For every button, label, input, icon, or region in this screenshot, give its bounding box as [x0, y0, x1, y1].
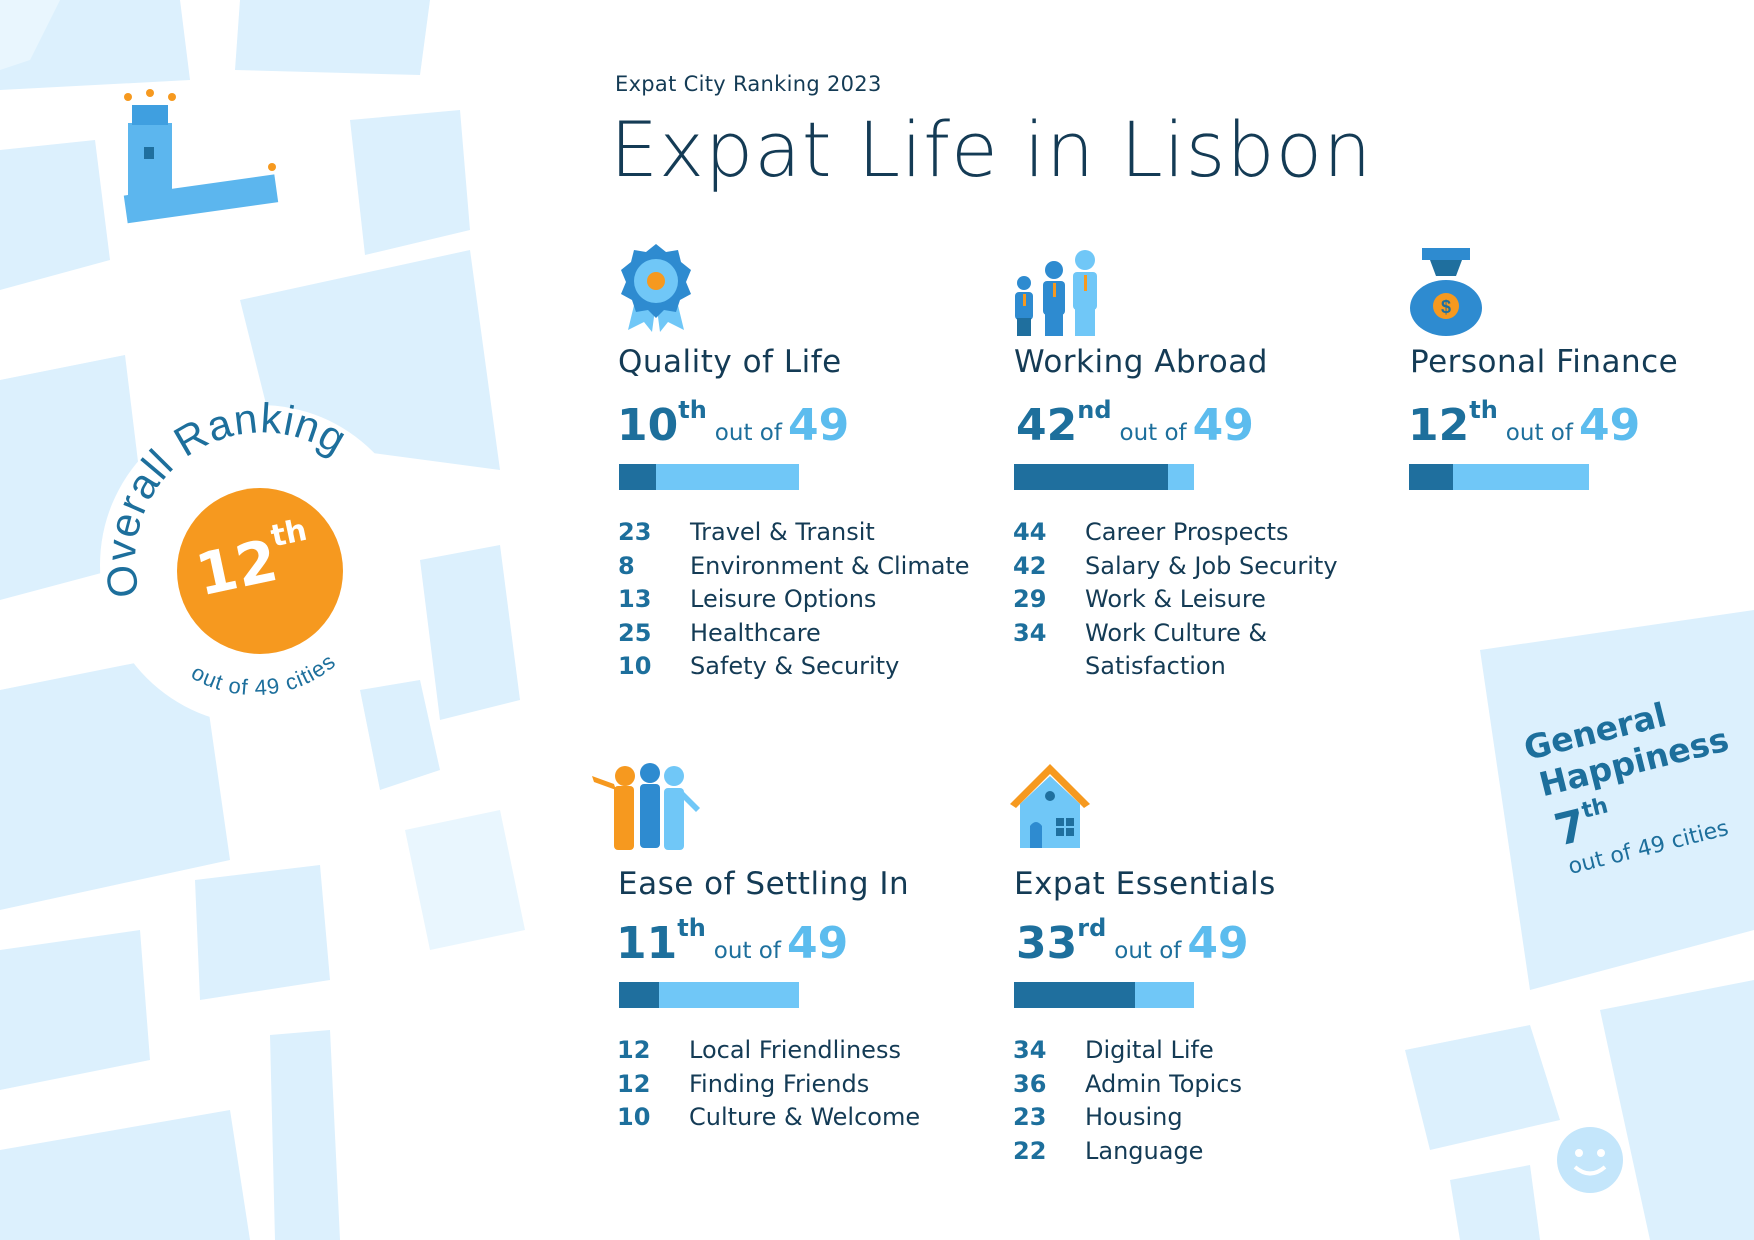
sub-ranking-value: 29 [1013, 585, 1047, 613]
sub-ranking-row: 13 Leisure Options [618, 583, 970, 617]
rosette-badge-icon [621, 244, 691, 332]
sub-ranking-value: 8 [618, 551, 635, 580]
sub-ranking-value: 12 [617, 1069, 651, 1098]
sub-ranking-label: Admin Topics [1085, 1069, 1242, 1098]
sub-ranking-row: 44 Career Prospects [1013, 516, 1338, 550]
sub-ranking-value: 25 [618, 618, 652, 647]
sub-ranking-value: 10 [618, 652, 652, 680]
bird-logo-icon [155, 1021, 235, 1065]
sub-ranking-value: 23 [618, 518, 652, 546]
sub-ranking-value: 12 [617, 1036, 651, 1064]
house-icon [1010, 764, 1090, 848]
rank-bar-quality-of-life [619, 464, 799, 490]
sub-ranking-label: Work Culture & [1085, 618, 1268, 647]
sub-ranking-label: Career Prospects [1085, 518, 1289, 546]
sub-ranking-row: 29 Work & Leisure [1013, 583, 1338, 617]
sub-ranking-value: 42 [1013, 551, 1047, 580]
rank-bar-fill [619, 982, 660, 1008]
sub-ranking-row: 10 Culture & Welcome [617, 1101, 920, 1135]
sub-ranking-row: 12 Local Friendliness [617, 1034, 920, 1068]
sub-ranking-label: Language [1085, 1136, 1204, 1165]
svg-text:$: $ [1441, 297, 1451, 317]
sub-ranking-row: 23 Travel & Transit [618, 516, 970, 550]
sub-ranking-row: 36 Admin Topics [1013, 1068, 1242, 1102]
sub-ranking-list-ease-of-settling-in: 12 Local Friendliness 12 Finding Friends 10 C… [617, 1034, 920, 1135]
category-rank-personal-finance: 12thout of 49 [1408, 396, 1641, 451]
rank-bar-personal-finance [1409, 464, 1589, 490]
sub-ranking-value: 44 [1013, 518, 1047, 546]
category-title-personal-finance: Personal Finance [1410, 344, 1679, 380]
category-rank-working-abroad: 42ndout of 49 [1016, 396, 1254, 451]
smiley-face-icon [1557, 1127, 1623, 1193]
sub-ranking-value: 36 [1013, 1069, 1047, 1098]
category-rank-expat-essentials: 33rdout of 49 [1016, 914, 1249, 969]
sub-ranking-label: Safety & Security [690, 652, 900, 680]
rank-bar-fill [1014, 982, 1136, 1008]
sub-ranking-row: 23 Housing [1013, 1101, 1242, 1135]
sub-ranking-list-quality-of-life: 23 Travel & Transit 8 Environment & Climate… [618, 516, 970, 684]
sub-ranking-row: Satisfaction [1013, 650, 1338, 684]
rank-bar-fill [1014, 464, 1169, 490]
sub-ranking-label: Healthcare [690, 618, 821, 647]
sub-ranking-value: 22 [1013, 1136, 1047, 1165]
sub-ranking-list-working-abroad: 44 Career Prospects 42 Salary & Job Securit… [1013, 516, 1338, 684]
sub-ranking-value: 10 [617, 1103, 651, 1131]
sub-ranking-label: Local Friendliness [689, 1036, 901, 1064]
sub-ranking-row: 42 Salary & Job Security [1013, 550, 1338, 584]
category-rank-ease-of-settling-in: 11thout of 49 [616, 914, 849, 969]
sub-ranking-row: 34 Digital Life [1013, 1034, 1242, 1068]
sub-ranking-label: Satisfaction [1085, 652, 1226, 680]
sub-ranking-label: Culture & Welcome [689, 1103, 921, 1131]
sub-ranking-label: Environment & Climate [690, 551, 970, 580]
group-of-friends-icon [592, 763, 700, 850]
category-title-ease-of-settling-in: Ease of Settling In [618, 866, 910, 902]
sub-ranking-row: 12 Finding Friends [617, 1068, 920, 1102]
money-bag-icon: $ [1410, 248, 1482, 336]
sub-ranking-label: Housing [1085, 1103, 1183, 1131]
sub-ranking-row: 34 Work Culture & [1013, 617, 1338, 651]
category-title-expat-essentials: Expat Essentials [1014, 866, 1276, 902]
business-people-icon [1015, 250, 1097, 336]
belem-tower-icon [123, 85, 280, 235]
overall-rank-circle [177, 488, 343, 654]
sub-ranking-value: 34 [1013, 618, 1047, 647]
sub-ranking-value: 34 [1013, 1036, 1047, 1064]
rank-bar-fill [1409, 464, 1454, 490]
sub-ranking-label: Finding Friends [689, 1069, 870, 1098]
page-title: Expat Life in Lisbon [610, 105, 1373, 194]
rank-bar-working-abroad [1014, 464, 1194, 490]
sub-ranking-row: 25 Healthcare [618, 617, 970, 651]
sub-ranking-label: Salary & Job Security [1085, 551, 1338, 580]
sub-ranking-label: Travel & Transit [690, 518, 875, 546]
sub-ranking-row: 22 Language [1013, 1135, 1242, 1169]
sub-ranking-list-expat-essentials: 34 Digital Life 36 Admin Topics 23 Housing 22 L… [1013, 1034, 1242, 1168]
rank-bar-expat-essentials [1014, 982, 1194, 1008]
sub-ranking-value: 23 [1013, 1103, 1047, 1131]
sub-ranking-value [1013, 650, 1085, 684]
sub-ranking-label: Work & Leisure [1085, 585, 1266, 613]
page-kicker: Expat City Ranking 2023 [615, 72, 882, 96]
rank-bar-fill [619, 464, 656, 490]
rank-bar-ease-of-settling-in [619, 982, 799, 1008]
category-rank-quality-of-life: 10thout of 49 [617, 396, 850, 451]
sub-ranking-row: 8 Environment & Climate [618, 550, 970, 584]
sub-ranking-row: 10 Safety & Security [618, 650, 970, 684]
category-title-quality-of-life: Quality of Life [618, 344, 842, 380]
sub-ranking-label: Digital Life [1085, 1036, 1214, 1064]
sub-ranking-value: 13 [618, 585, 652, 613]
sub-ranking-label: Leisure Options [690, 585, 877, 613]
category-title-working-abroad: Working Abroad [1014, 344, 1268, 380]
